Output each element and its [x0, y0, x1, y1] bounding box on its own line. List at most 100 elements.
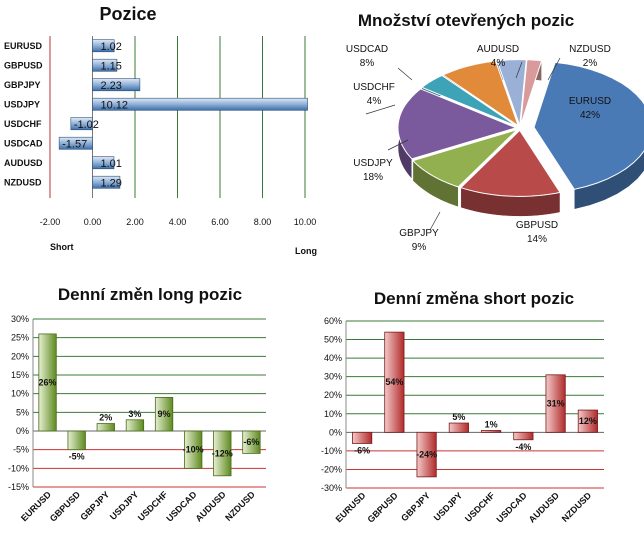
short-plot: -30% -20% -10% 0% 10% 20% 30% 40% 50% 60% -6% EURUS… [321, 316, 604, 525]
pie-leader-line [397, 67, 413, 81]
pie-slice-audusd [496, 59, 527, 126]
value-label-usdcad: -10% [183, 445, 204, 455]
value-label-nzdusd: 1.29 [101, 177, 122, 189]
pie-label-usdcad: USDCAD [346, 44, 388, 55]
short-label: Short [50, 242, 74, 252]
category-label-audusd: AUDUSD [4, 158, 43, 168]
value-label-usdchf: 1% [485, 419, 498, 429]
y-tick-label: 30% [11, 314, 29, 324]
y-tick-label: 50% [324, 335, 342, 345]
bar-nzdusd [92, 175, 121, 189]
bar-usdcad [184, 430, 203, 469]
value-label-eurusd: -6% [354, 445, 370, 455]
pie-label-gbpusd: GBPUSD [516, 220, 558, 231]
positions-chart: Pozice EURUSD GBPUSD GBPJPY USDJPY USDCHF USD… [4, 4, 317, 256]
long-label: Long [295, 246, 317, 256]
category-label-gbpusd: GBPUSD [365, 490, 400, 525]
bar-audusd [545, 374, 566, 433]
category-label-nzdusd: NZDUSD [4, 177, 42, 187]
pie-leader-line [515, 61, 523, 79]
bar-gbpusd [92, 58, 118, 72]
long-chart-title: Denní změn long pozic [58, 285, 242, 304]
value-label-gbpjpy: 2.23 [101, 80, 122, 92]
pie-slice-gbpjpy [411, 129, 518, 188]
positions-category-labels: EURUSD GBPUSD GBPJPY USDJPY USDCHF USDCAD AUDU… [4, 41, 43, 188]
category-label-gbpusd: GBPUSD [48, 489, 83, 524]
pie-pct-usdjpy: 18% [363, 172, 383, 183]
positions-chart-title: Pozice [99, 4, 156, 24]
pie-label-usdchf: USDCHF [353, 82, 395, 93]
value-label-usdjpy: 5% [452, 412, 465, 422]
pie-pct-gbpjpy: 9% [412, 242, 427, 253]
y-tick-label: -10% [8, 463, 29, 473]
y-tick-label: 40% [324, 353, 342, 363]
y-tick-label: 15% [11, 370, 29, 380]
category-label-eurusd: EURUSD [334, 490, 368, 524]
pie-slice-gbpusd [459, 129, 561, 197]
y-tick-label: -15% [8, 482, 29, 492]
value-label-eurusd: 26% [39, 377, 57, 387]
value-label-gbpusd: -5% [69, 452, 85, 462]
bar-gbpjpy [416, 431, 437, 478]
category-label-usdjpy: USDJPY [432, 490, 465, 523]
x-tick-label: 2.00 [126, 217, 144, 227]
y-tick-label: 25% [11, 333, 29, 343]
pie-label-nzdusd: NZDUSD [569, 44, 611, 55]
bar-usdchf [154, 396, 174, 432]
value-label-audusd: 1.01 [101, 158, 122, 170]
pie-slice-eurusd [533, 61, 644, 190]
short-change-chart: Denní změna short pozic -30% -20% -10% 0% 10… [321, 289, 604, 525]
category-label-usdjpy: USDJPY [4, 99, 40, 109]
bar-nzdusd [577, 409, 598, 433]
open-positions-pie-chart: Množství otevřených pozic EURUSD 42% GBPUS… [346, 11, 644, 253]
x-tick-label: 10.00 [294, 217, 317, 227]
x-tick-label: -2.00 [40, 217, 61, 227]
bar-gbpusd [384, 331, 405, 433]
bar-eurusd [92, 39, 115, 53]
pie-slices [397, 59, 644, 217]
short-chart-title: Denní změna short pozic [374, 289, 574, 308]
y-tick-label: 0% [16, 426, 29, 436]
bar-audusd [213, 430, 232, 477]
bar-usdcad [513, 431, 534, 441]
positions-bars [58, 39, 308, 189]
pie-labels: EURUSD 42% GBPUSD 14% GBPJPY 9% USDJPY 18% USDCH… [346, 44, 611, 253]
pie-pct-nzdusd: 2% [583, 58, 598, 69]
value-label-usdjpy: 10.12 [101, 99, 129, 111]
category-label-gbpusd: GBPUSD [4, 60, 43, 70]
pie-slice-usdcad [442, 60, 520, 128]
pie-leader-line [365, 104, 396, 115]
pie-slice-nzdusd [520, 59, 543, 126]
category-label-usdchf: USDCHF [463, 490, 497, 524]
y-tick-label: -20% [321, 464, 342, 474]
pie-slice-usdjpy [397, 88, 518, 160]
value-label-gbpusd: 1.15 [101, 60, 122, 72]
value-label-usdchf: 9% [158, 409, 171, 419]
category-label-eurusd: EURUSD [4, 41, 43, 51]
bar-usdjpy [125, 419, 145, 432]
long-change-chart: Denní změn long pozic -15% -10% -5% 0% 5% 10%… [8, 285, 266, 524]
value-label-usdcad: -4% [515, 442, 531, 452]
bar-nzdusd [242, 430, 261, 454]
category-label-nzdusd: NZDUSD [560, 490, 594, 524]
y-tick-label: 20% [324, 390, 342, 400]
pie-leader-line [547, 57, 561, 81]
pie-label-audusd: AUDUSD [477, 44, 519, 55]
category-label-usdcad: USDCAD [494, 490, 529, 525]
value-label-nzdusd: 12% [579, 416, 597, 426]
y-tick-label: -10% [321, 446, 342, 456]
pie-pct-usdchf: 4% [367, 96, 382, 107]
positions-value-labels: 1.02 1.15 2.23 10.12-1.02 -1.57 1.01 1.29 [62, 41, 128, 190]
y-tick-label: 10% [324, 409, 342, 419]
pie-label-usdjpy: USDJPY [353, 158, 393, 169]
bar-gbpusd [67, 430, 86, 451]
long-plot: -15%-10%-5%0%5%10%15%20%25%30%26%EURUSD-… [8, 314, 266, 524]
x-tick-label: 6.00 [211, 217, 229, 227]
y-tick-label: 60% [324, 316, 342, 326]
bar-usdchf [481, 430, 502, 433]
value-label-usdchf: -1.02 [74, 119, 99, 131]
x-tick-label: 8.00 [254, 217, 272, 227]
value-label-nzdusd: -6% [243, 437, 259, 447]
y-tick-label: 20% [11, 351, 29, 361]
bar-gbpjpy [96, 423, 115, 432]
